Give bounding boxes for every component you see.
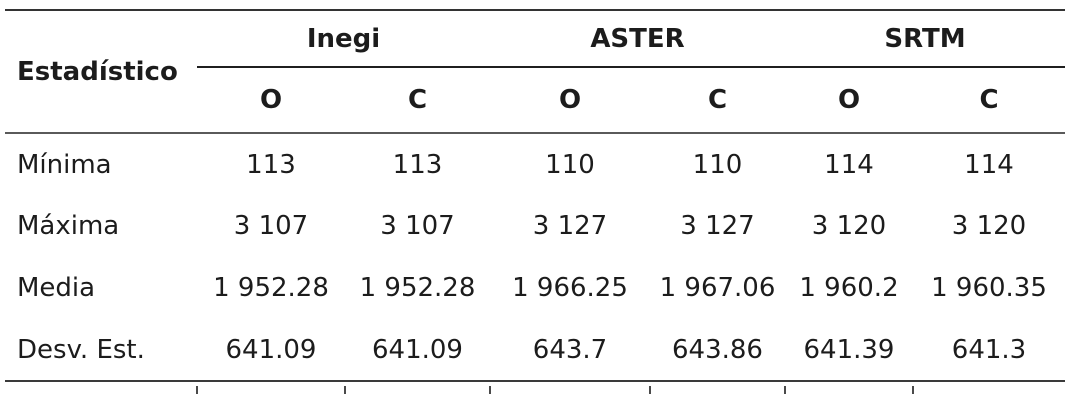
cell: 1 952.28	[213, 273, 329, 303]
column-group-inegi: Inegi	[197, 9, 490, 68]
column-boundary-tick	[344, 386, 346, 394]
row-label: Máxima	[17, 211, 120, 241]
column-group-aster: ASTER	[490, 9, 785, 68]
cell: 641.09	[345, 319, 490, 382]
cell: 641.09	[197, 319, 345, 382]
cell: 1 960.2	[799, 273, 899, 303]
cell: 114	[964, 149, 1014, 180]
column-boundary-tick	[784, 386, 786, 394]
group-header-row: Estadístico Inegi ASTER SRTM	[5, 9, 1065, 134]
column-boundary-tick	[196, 386, 198, 394]
cell: 3 127	[532, 211, 608, 241]
table-row-maxima: Máxima 3 107 3 107 3 127 3 127 3 120 3 1…	[5, 195, 1065, 257]
column-boundary-tick	[649, 386, 651, 394]
cell: 641.39	[785, 319, 913, 382]
subcolumn-header-aster-c: C	[650, 67, 785, 134]
subcolumn-header-inegi-o: O	[197, 67, 345, 134]
cell: 1 952.28	[359, 273, 476, 303]
statistics-table: Estadístico Inegi ASTER SRTM O C O C O C…	[5, 9, 1065, 382]
cell: 1 966.25	[512, 273, 628, 303]
row-label: Media	[17, 273, 96, 303]
cell: 110	[692, 149, 743, 180]
subcolumn-header-srtm-o: O	[785, 67, 913, 134]
subcolumn-header-srtm-c: C	[913, 67, 1065, 134]
cell: 3 107	[233, 211, 309, 241]
cell: 3 107	[380, 211, 455, 241]
table-row-media: Media 1 952.28 1 952.28 1 966.25 1 967.0…	[5, 257, 1065, 319]
column-group-srtm: SRTM	[785, 9, 1065, 68]
row-label: Mínima	[17, 149, 112, 180]
cell: 113	[392, 149, 443, 180]
subcolumn-header-row: O C O C O C	[5, 67, 1065, 134]
cell: 113	[246, 149, 296, 180]
table-row-desv-est: Desv. Est. 641.09 641.09 643.7 643.86 64…	[5, 319, 1065, 382]
cell: 643.86	[650, 319, 785, 382]
cell: 643.7	[490, 319, 650, 382]
cell: 1 960.35	[931, 273, 1047, 303]
cell: 114	[824, 149, 874, 180]
row-label: Desv. Est.	[5, 319, 197, 382]
column-boundary-tick	[912, 386, 914, 394]
table-row-minima: Mínima 113 113 110 110 114 114	[5, 133, 1065, 195]
column-header-estadistico: Estadístico	[5, 9, 197, 134]
subcolumn-header-aster-o: O	[490, 67, 650, 134]
cell: 1 967.06	[659, 273, 776, 303]
cell: 110	[545, 149, 595, 180]
cell: 641.3	[913, 319, 1065, 382]
cell: 3 120	[951, 211, 1027, 241]
cell: 3 127	[680, 211, 755, 241]
column-boundary-tick	[489, 386, 491, 394]
subcolumn-header-inegi-c: C	[345, 67, 490, 134]
cell: 3 120	[811, 211, 887, 241]
